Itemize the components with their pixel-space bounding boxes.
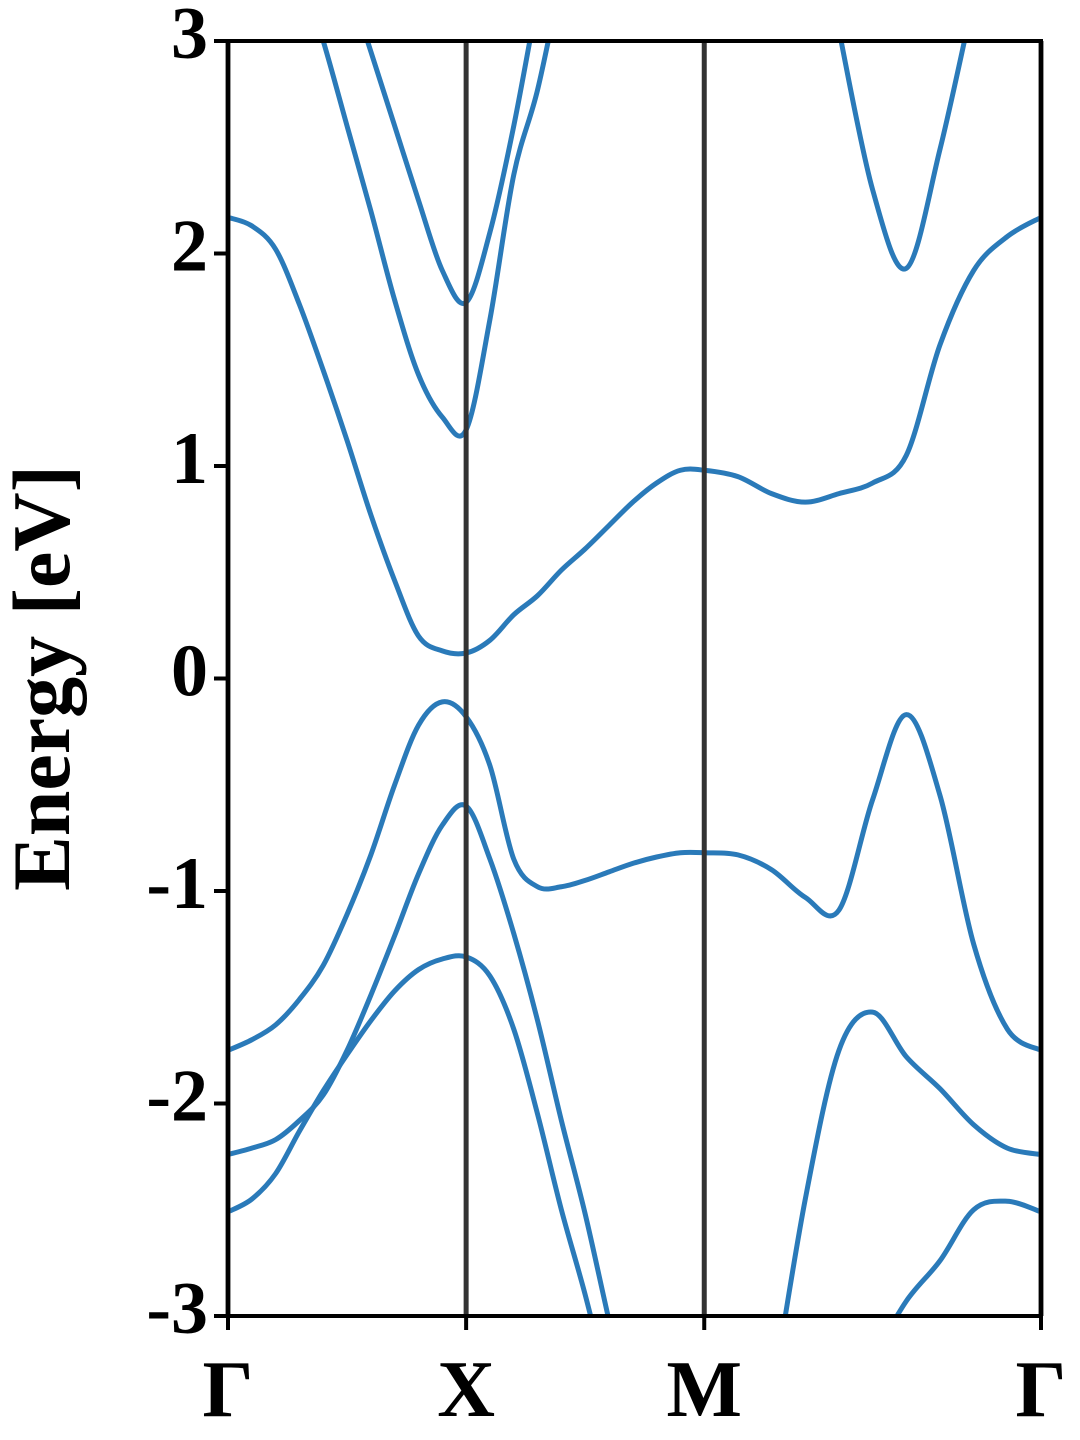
band-line [893, 1198, 1041, 1316]
y-tick-label: 3 [171, 0, 208, 75]
y-tick-label: 2 [171, 205, 208, 287]
band-line [228, 953, 594, 1316]
y-axis-label: Energy [eV] [0, 465, 87, 891]
y-tick-label: -2 [146, 1055, 208, 1137]
x-tick-label: M [666, 1346, 742, 1434]
band-line [228, 214, 1041, 657]
y-tick-label: -1 [146, 843, 208, 925]
band-line [364, 41, 533, 307]
band-line [228, 699, 1041, 1053]
y-tick-label: -3 [146, 1268, 208, 1350]
x-tick-label: Γ [203, 1346, 254, 1434]
y-tick-label: 1 [171, 418, 208, 500]
x-tick-label: Γ [1016, 1346, 1067, 1434]
y-tick-label: 0 [171, 630, 208, 712]
band-line [838, 41, 968, 272]
band-line [320, 41, 551, 439]
x-tick-label: X [437, 1346, 495, 1434]
band-line [228, 802, 611, 1316]
bands [228, 41, 1041, 1316]
band-line [782, 1009, 1041, 1316]
plot-frame [226, 39, 1043, 1318]
